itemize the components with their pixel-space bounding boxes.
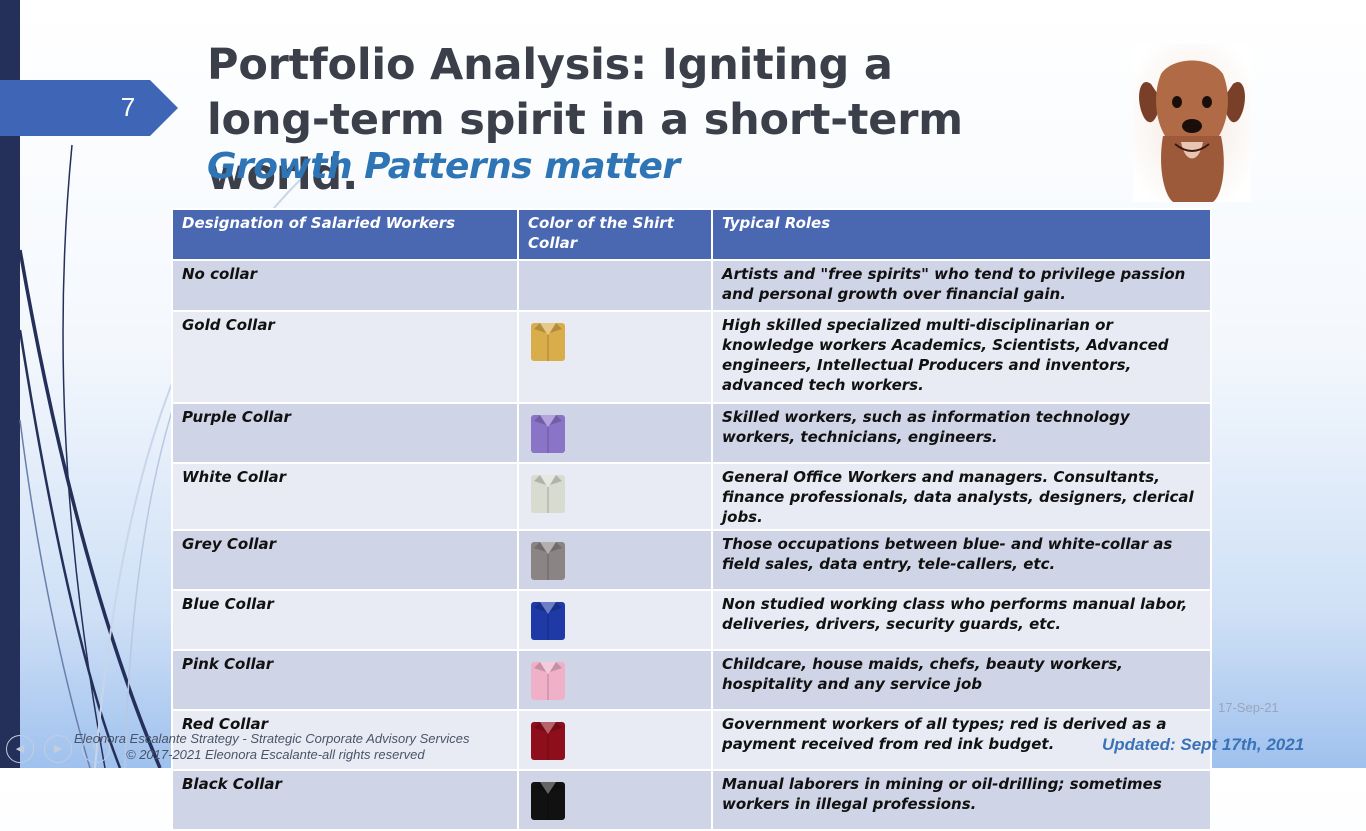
collar-typical-roles: Government workers of all types; red is … bbox=[711, 709, 1212, 771]
table-row: Red Collar Government workers of all type… bbox=[171, 709, 1212, 771]
collar-shirt-cell bbox=[517, 769, 713, 831]
purple-shirt-icon bbox=[531, 415, 565, 453]
collar-typical-roles: Artists and "free spirits" who tend to p… bbox=[711, 259, 1212, 312]
header-typical-roles: Typical Roles bbox=[711, 208, 1212, 261]
blue-shirt-icon bbox=[531, 602, 565, 640]
collar-shirt-cell bbox=[517, 649, 713, 711]
collar-designation: Grey Collar bbox=[171, 529, 519, 591]
table-header-row: Designation of Salaried Workers Color of… bbox=[171, 208, 1212, 261]
collar-typical-roles: Skilled workers, such as information tec… bbox=[711, 402, 1212, 464]
collar-designation: No collar bbox=[171, 259, 519, 312]
collar-shirt-cell bbox=[517, 259, 713, 312]
collar-designation: Pink Collar bbox=[171, 649, 519, 711]
table-row: Pink Collar Childcare, house maids, chefs… bbox=[171, 649, 1212, 711]
footer-line-2: © 2017-2021 Eleonora Escalante-all right… bbox=[126, 747, 425, 762]
collar-shirt-cell bbox=[517, 529, 713, 591]
slide-date: 17-Sep-21 bbox=[1218, 700, 1279, 715]
slide-number-tab bbox=[0, 80, 178, 136]
table-row: Blue Collar Non studied working class who… bbox=[171, 589, 1212, 651]
dog-illustration-icon bbox=[1133, 44, 1251, 202]
updated-note: Updated: Sept 17th, 2021 bbox=[1102, 735, 1305, 754]
grey-shirt-icon bbox=[531, 542, 565, 580]
prev-slide-icon[interactable]: ◀ bbox=[6, 735, 34, 763]
collar-typical-roles: High skilled specialized multi-disciplin… bbox=[711, 310, 1212, 404]
slide-number: 7 bbox=[120, 92, 136, 122]
slide-subtitle: Growth Patterns matter bbox=[207, 146, 680, 187]
collar-typical-roles: Non studied working class who performs m… bbox=[711, 589, 1212, 651]
footer-line-1: Eleonora Escalante Strategy - Strategic … bbox=[74, 731, 470, 746]
table-row: White Collar General Office Workers and m… bbox=[171, 462, 1212, 531]
red-shirt-icon bbox=[531, 722, 565, 760]
collar-typical-roles: General Office Workers and managers. Con… bbox=[711, 462, 1212, 531]
table-row: No collar Artists and "free spirits" who … bbox=[171, 259, 1212, 312]
collar-designation: Red Collar bbox=[171, 709, 519, 771]
collar-typical-roles: Manual laborers in mining or oil-drillin… bbox=[711, 769, 1212, 831]
left-accent-bar bbox=[0, 0, 20, 768]
collar-shirt-cell bbox=[517, 589, 713, 651]
footer-credit: Eleonora Escalante Strategy - Strategic … bbox=[74, 731, 469, 763]
table-row: Black Collar Manual laborers in mining or… bbox=[171, 769, 1212, 831]
collar-designation: Gold Collar bbox=[171, 310, 519, 404]
collar-typical-roles: Those occupations between blue- and whit… bbox=[711, 529, 1212, 591]
decorative-curves bbox=[18, 144, 301, 768]
black-shirt-icon bbox=[531, 782, 565, 820]
collar-typical-roles: Childcare, house maids, chefs, beauty wo… bbox=[711, 649, 1212, 711]
gold-shirt-icon bbox=[531, 323, 565, 361]
table-row: Purple Collar Skilled workers, such as in… bbox=[171, 402, 1212, 464]
collar-shirt-cell bbox=[517, 310, 713, 404]
pink-shirt-icon bbox=[531, 662, 565, 700]
collar-designation: White Collar bbox=[171, 462, 519, 531]
header-designation: Designation of Salaried Workers bbox=[171, 208, 519, 261]
collar-shirt-cell bbox=[517, 709, 713, 771]
collar-designation: Purple Collar bbox=[171, 402, 519, 464]
collar-designation: Blue Collar bbox=[171, 589, 519, 651]
collar-shirt-cell bbox=[517, 462, 713, 531]
table-row: Gold Collar High skilled specialized mult… bbox=[171, 310, 1212, 404]
pen-icon[interactable]: ✎ bbox=[82, 735, 110, 763]
table-row: Grey Collar Those occupations between blu… bbox=[171, 529, 1212, 591]
collar-shirt-cell bbox=[517, 402, 713, 464]
collar-designation: Black Collar bbox=[171, 769, 519, 831]
next-slide-icon[interactable]: ▶ bbox=[44, 735, 72, 763]
slide-title: Portfolio Analysis: Igniting a long-term… bbox=[207, 40, 963, 200]
header-shirt-color: Color of the Shirt Collar bbox=[517, 208, 713, 261]
white-shirt-icon bbox=[531, 475, 565, 513]
